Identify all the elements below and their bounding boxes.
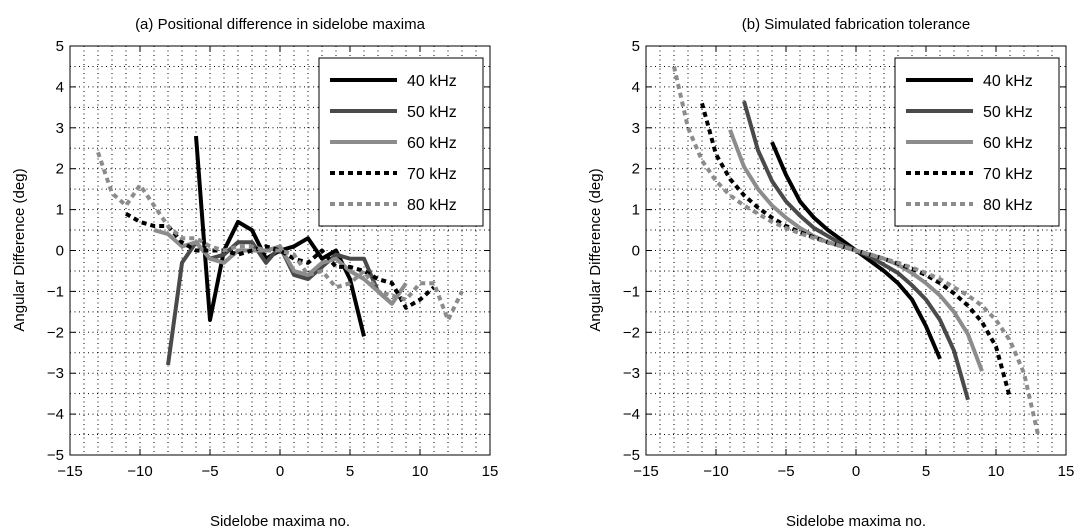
chart-b-xlabel: Sidelobe maxima no. xyxy=(786,513,926,530)
chart-b-legend-label-4: 70 kHz xyxy=(983,166,1033,183)
chart-a-xlabel: Sidelobe maxima no. xyxy=(210,513,350,530)
chart-b-ytick-label: 2 xyxy=(632,161,640,178)
chart-b-xtick-label: 10 xyxy=(988,463,1005,480)
chart-a-xtick-label: −15 xyxy=(57,463,82,480)
chart-a-ytick-label: 0 xyxy=(56,243,64,260)
chart-b-series-group xyxy=(672,66,1040,435)
chart-b-xtick-label: 5 xyxy=(922,463,930,480)
chart-b-ytick-label: 1 xyxy=(632,202,640,219)
chart-b-legend-label-1: 40 kHz xyxy=(983,73,1033,90)
chart-b-xtick-label: 0 xyxy=(852,463,860,480)
chart-b: (b) Simulated fabrication tolerance Side… xyxy=(587,16,1074,530)
chart-a-ytick-label: 4 xyxy=(56,79,64,96)
chart-b-ytick-label: 0 xyxy=(632,243,640,260)
chart-b-ylabel: Angular Difference (deg) xyxy=(587,168,604,331)
chart-b-legend-label-3: 60 kHz xyxy=(983,135,1033,152)
chart-a-xtick-label: 15 xyxy=(482,463,499,480)
chart-b-ytick-label: 4 xyxy=(632,79,640,96)
chart-a-ytick-label: −4 xyxy=(47,406,64,423)
chart-a-ytick-label: −3 xyxy=(47,365,64,382)
chart-a-ytick-label: 5 xyxy=(56,38,64,55)
chart-b-ytick-label: −5 xyxy=(623,447,640,464)
chart-b-title: (b) Simulated fabrication tolerance xyxy=(742,16,970,33)
chart-a-xtick-label: −10 xyxy=(127,463,152,480)
chart-a-ytick-label: −1 xyxy=(47,283,64,300)
chart-b-ytick-label: 5 xyxy=(632,38,640,55)
chart-a-series-5 xyxy=(96,151,464,322)
chart-b-xtick-label: −10 xyxy=(703,463,728,480)
chart-b-xtick-label: −5 xyxy=(777,463,794,480)
chart-a-series-3 xyxy=(153,228,408,306)
chart-a-legend: 40 kHz 50 kHz 60 kHz 70 kHz 80 kHz xyxy=(318,57,484,227)
chart-b-legend: 40 kHz 50 kHz 60 kHz 70 kHz 80 kHz xyxy=(894,57,1060,227)
chart-a-ytick-label: −2 xyxy=(47,324,64,341)
chart-a-legend-label-2: 50 kHz xyxy=(407,104,457,121)
chart-a-series-4 xyxy=(124,211,436,310)
chart-a-xtick-label: 10 xyxy=(412,463,429,480)
chart-b-xtick-label: −15 xyxy=(633,463,658,480)
chart-b-ytick-label: −2 xyxy=(623,324,640,341)
chart-a-legend-label-1: 40 kHz xyxy=(407,73,457,90)
chart-b-xtick-label: 15 xyxy=(1058,463,1075,480)
chart-a-ylabel: Angular Difference (deg) xyxy=(11,168,28,331)
chart-a-xtick-label: 0 xyxy=(276,463,284,480)
chart-a-xtick-label: 5 xyxy=(346,463,354,480)
chart-b-ytick-label: −4 xyxy=(623,406,640,423)
chart-a-ytick-label: 1 xyxy=(56,202,64,219)
chart-b-ytick-label: −1 xyxy=(623,283,640,300)
chart-a-series-group xyxy=(96,135,464,366)
chart-a-xtick-label: −5 xyxy=(201,463,218,480)
chart-b-ytick-label: −3 xyxy=(623,365,640,382)
chart-b-series-5 xyxy=(672,66,1040,435)
chart-a-legend-label-4: 70 kHz xyxy=(407,166,457,183)
chart-a-ytick-label: −5 xyxy=(47,447,64,464)
chart-b-ytick-label: 3 xyxy=(632,120,640,137)
chart-a-ytick-label: 3 xyxy=(56,120,64,137)
chart-a-legend-label-3: 60 kHz xyxy=(407,135,457,152)
chart-a-title: (a) Positional difference in sidelobe ma… xyxy=(135,16,426,33)
chart-a-legend-label-5: 80 kHz xyxy=(407,197,457,214)
chart-b-legend-label-5: 80 kHz xyxy=(983,197,1033,214)
chart-a-ytick-label: 2 xyxy=(56,161,64,178)
chart-b-legend-label-2: 50 kHz xyxy=(983,104,1033,121)
chart-a-series-2 xyxy=(166,240,394,366)
chart-a: (a) Positional difference in sidelobe ma… xyxy=(11,16,498,530)
